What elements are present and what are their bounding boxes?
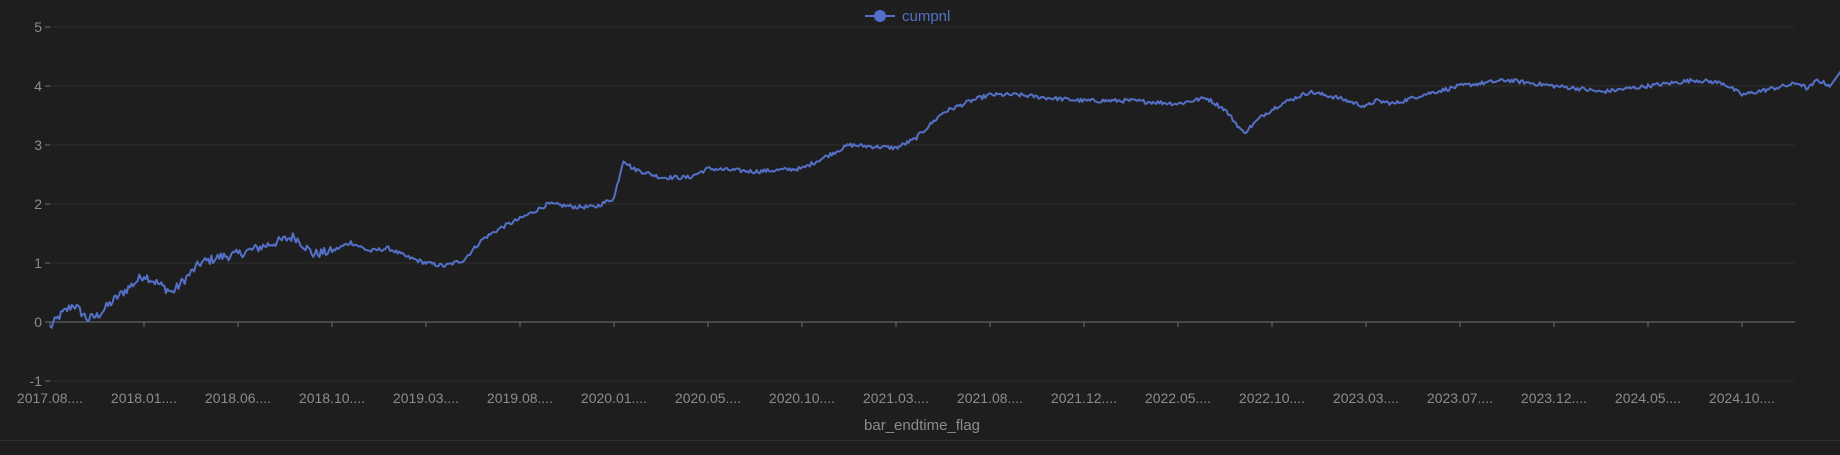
x-tick-label: 2020.01.... [581,390,647,406]
y-tick-label: -1 [30,373,43,389]
x-axis-title: bar_endtime_flag [864,417,980,434]
x-tick-label: 2018.10.... [299,390,365,406]
x-tick-label: 2024.10.... [1709,390,1775,406]
y-tick-label: 3 [34,137,42,153]
legend-label-cumpnl[interactable]: cumpnl [902,8,950,25]
x-tick-label: 2017.08.... [17,390,83,406]
x-tick-label: 2021.08.... [957,390,1023,406]
grid-lines [50,26,1795,382]
y-tick-label: 4 [34,78,42,94]
x-tick-label: 2023.07.... [1427,390,1493,406]
x-tick-label: 2018.01.... [111,390,177,406]
y-tick-label: 1 [34,255,42,271]
x-tick-label: 2020.05.... [675,390,741,406]
x-tick-label: 2019.08.... [487,390,553,406]
y-axis-ticks: -1 0 1 2 3 4 5 [30,19,50,389]
footer-divider [0,440,1840,441]
x-tick-label: 2019.03.... [393,390,459,406]
series-layer [49,64,1840,329]
x-tick-label: 2020.10.... [769,390,835,406]
x-tick-label: 2021.03.... [863,390,929,406]
y-tick-label: 2 [34,196,42,212]
x-tick-label: 2022.10.... [1239,390,1305,406]
x-tick-label: 2022.05.... [1145,390,1211,406]
x-axis-ticks: 2017.08.... 2018.01.... 2018.06.... 2018.10… [17,322,1775,406]
x-tick-label: 2023.03.... [1333,390,1399,406]
x-tick-label: 2021.12.... [1051,390,1117,406]
y-tick-label: 5 [34,19,42,35]
x-tick-label: 2018.06.... [205,390,271,406]
series-line-cumpnl[interactable] [49,64,1840,329]
y-tick-label: 0 [34,314,42,330]
legend[interactable]: cumpnl [865,8,950,25]
x-tick-label: 2024.05.... [1615,390,1681,406]
x-tick-label: 2023.12.... [1521,390,1587,406]
legend-marker[interactable] [874,10,886,22]
